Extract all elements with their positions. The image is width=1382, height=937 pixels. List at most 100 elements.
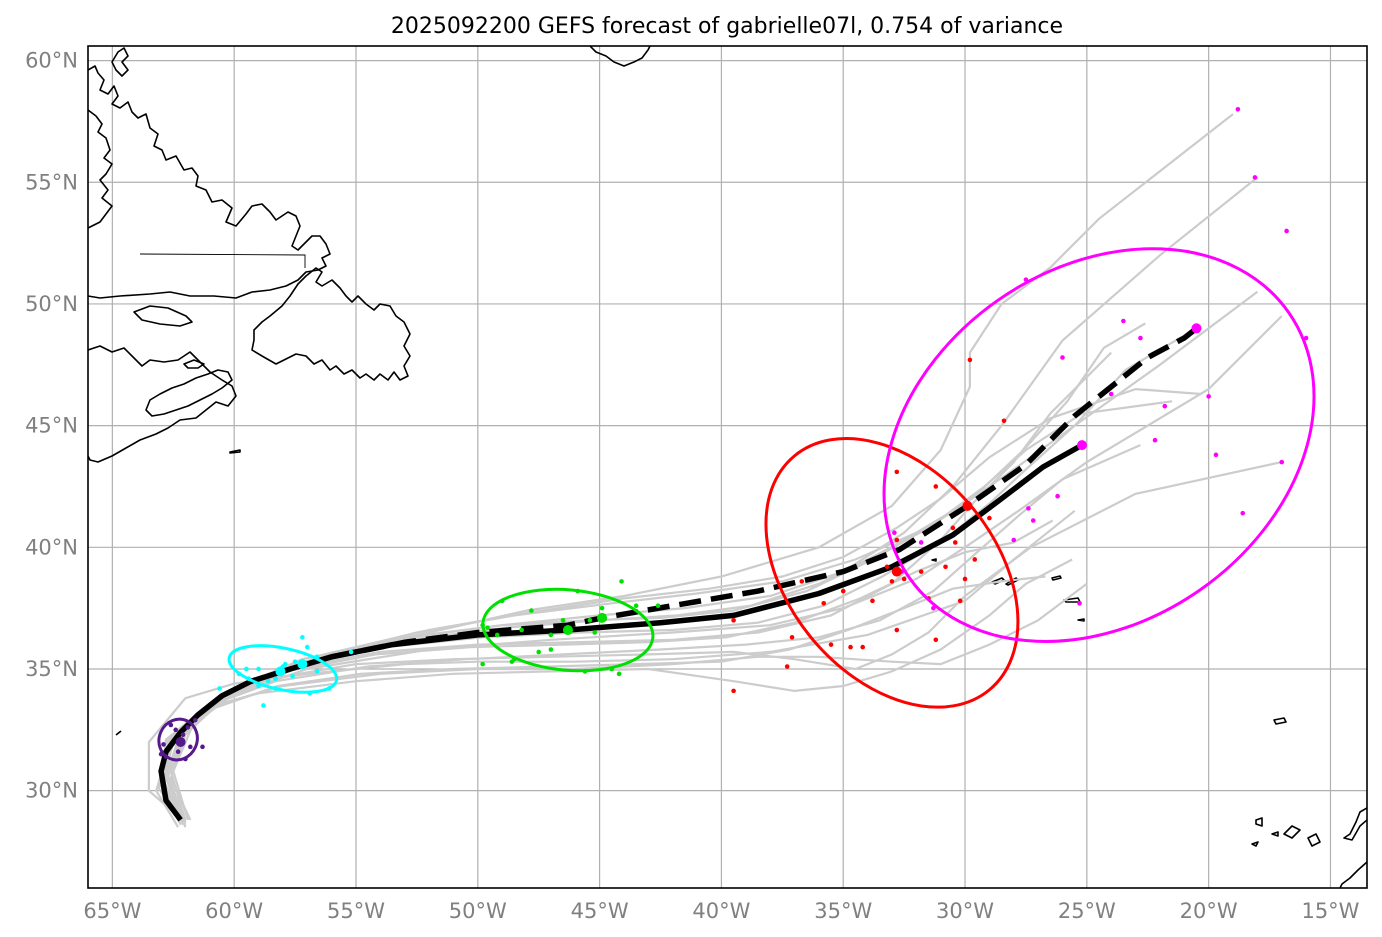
coastline-sable bbox=[229, 449, 241, 454]
coastline-bermuda bbox=[115, 730, 122, 736]
member-point-t3 bbox=[655, 603, 661, 609]
member-point-t4 bbox=[1001, 418, 1007, 424]
member-point-t4 bbox=[972, 557, 978, 562]
member-point-t4 bbox=[950, 525, 956, 531]
coastline-greenland-tip bbox=[589, 46, 651, 67]
member-point-t4 bbox=[860, 644, 866, 650]
member-point-t3 bbox=[529, 608, 534, 613]
x-tick-label: 55°W bbox=[327, 899, 385, 923]
x-tick-label: 45°W bbox=[571, 899, 629, 923]
member-point-t5 bbox=[1303, 335, 1309, 341]
center-point-t1 bbox=[175, 736, 186, 747]
member-point-t3 bbox=[619, 579, 624, 584]
member-point-t4 bbox=[894, 627, 900, 633]
member-point-t4 bbox=[731, 618, 736, 623]
y-tick-label: 40°N bbox=[25, 535, 78, 559]
center-point-t3 bbox=[597, 612, 608, 623]
center-point-t2 bbox=[297, 659, 308, 670]
coastlines bbox=[88, 46, 1367, 888]
center-point-t2 bbox=[275, 666, 286, 677]
coastline-canaries-1 bbox=[1255, 817, 1263, 827]
x-tick-label: 65°W bbox=[83, 899, 141, 923]
member-point-t1 bbox=[180, 732, 186, 737]
member-point-t4 bbox=[848, 644, 853, 650]
y-tick-label: 30°N bbox=[25, 779, 78, 803]
coastline-pei bbox=[183, 359, 205, 369]
plot-frame bbox=[87, 45, 1368, 889]
member-point-t2 bbox=[300, 635, 305, 640]
member-point-t3 bbox=[548, 632, 554, 638]
member-point-t5 bbox=[1240, 510, 1246, 516]
member-point-t4 bbox=[894, 537, 900, 543]
coastline-canaries-5 bbox=[1251, 841, 1259, 847]
member-point-t5 bbox=[1235, 106, 1241, 112]
y-tick-label: 55°N bbox=[25, 170, 78, 194]
x-tick-label: 35°W bbox=[814, 899, 872, 923]
member-track bbox=[169, 176, 1259, 821]
member-point-t3 bbox=[519, 627, 524, 633]
member-point-t4 bbox=[894, 469, 900, 475]
mean-track-solid bbox=[158, 442, 1084, 822]
member-point-t4 bbox=[889, 579, 895, 584]
member-point-t3 bbox=[633, 603, 639, 609]
member-point-t5 bbox=[892, 530, 897, 536]
coastline-madeira bbox=[1273, 717, 1287, 725]
x-tick-label: 40°W bbox=[692, 899, 750, 923]
member-point-t4 bbox=[784, 664, 790, 669]
member-point-t5 bbox=[1206, 394, 1211, 399]
x-tick-label: 20°W bbox=[1180, 899, 1238, 923]
member-point-t1 bbox=[173, 727, 179, 733]
y-tick-label: 35°N bbox=[25, 657, 78, 681]
member-point-t5 bbox=[1252, 175, 1258, 180]
member-point-t4 bbox=[870, 598, 875, 604]
member-point-t3 bbox=[599, 605, 605, 611]
member-point-t2 bbox=[256, 666, 261, 672]
member-point-t2 bbox=[292, 659, 298, 664]
coastline-canaries-2 bbox=[1271, 831, 1279, 837]
coastline-canaries-3 bbox=[1283, 825, 1301, 839]
gridlines bbox=[88, 46, 1367, 888]
coastline-azores-4 bbox=[1051, 575, 1062, 581]
x-tick-label: 25°W bbox=[1058, 899, 1116, 923]
member-point-t2 bbox=[304, 644, 310, 650]
member-point-t2 bbox=[290, 673, 295, 679]
member-point-t5 bbox=[1284, 228, 1289, 234]
member-track bbox=[169, 322, 1146, 821]
y-tick-label: 45°N bbox=[25, 414, 78, 438]
member-point-t5 bbox=[918, 540, 924, 545]
member-point-t3 bbox=[494, 632, 500, 638]
ensemble-member-tracks bbox=[147, 113, 1283, 828]
coastline-canaries-4 bbox=[1307, 833, 1321, 847]
ellipse-t5 bbox=[882, 247, 1316, 643]
member-point-t2 bbox=[314, 669, 320, 674]
member-point-t4 bbox=[799, 579, 805, 584]
member-point-t3 bbox=[587, 618, 593, 623]
mean-tracks bbox=[158, 326, 1199, 822]
member-point-t2 bbox=[273, 676, 278, 682]
y-tick-label: 50°N bbox=[25, 292, 78, 316]
member-point-t1 bbox=[161, 742, 166, 747]
member-point-t1 bbox=[192, 717, 198, 723]
member-point-t1 bbox=[188, 744, 193, 750]
member-point-t2 bbox=[348, 649, 354, 655]
member-point-t5 bbox=[1213, 452, 1219, 458]
member-point-t2 bbox=[244, 666, 249, 672]
member-point-t4 bbox=[943, 564, 948, 570]
member-point-t4 bbox=[789, 635, 795, 640]
member-point-t5 bbox=[1108, 391, 1114, 397]
coastline-ungava bbox=[111, 47, 129, 77]
chart-title: 2025092200 GEFS forecast of gabrielle07l… bbox=[391, 14, 1063, 39]
member-point-t5 bbox=[1011, 537, 1017, 543]
member-point-t1 bbox=[200, 744, 205, 750]
coastline-azores-5 bbox=[1077, 618, 1085, 622]
x-tick-label: 15°W bbox=[1301, 899, 1359, 923]
member-point-t2 bbox=[261, 703, 266, 708]
member-point-t3 bbox=[480, 661, 485, 667]
member-point-t3 bbox=[536, 649, 541, 655]
coastline-quebec-north bbox=[88, 109, 113, 229]
member-point-t4 bbox=[821, 600, 827, 606]
coastline-africa-south bbox=[1339, 861, 1367, 888]
member-point-t5 bbox=[1026, 506, 1031, 511]
member-point-t5 bbox=[1060, 355, 1065, 360]
